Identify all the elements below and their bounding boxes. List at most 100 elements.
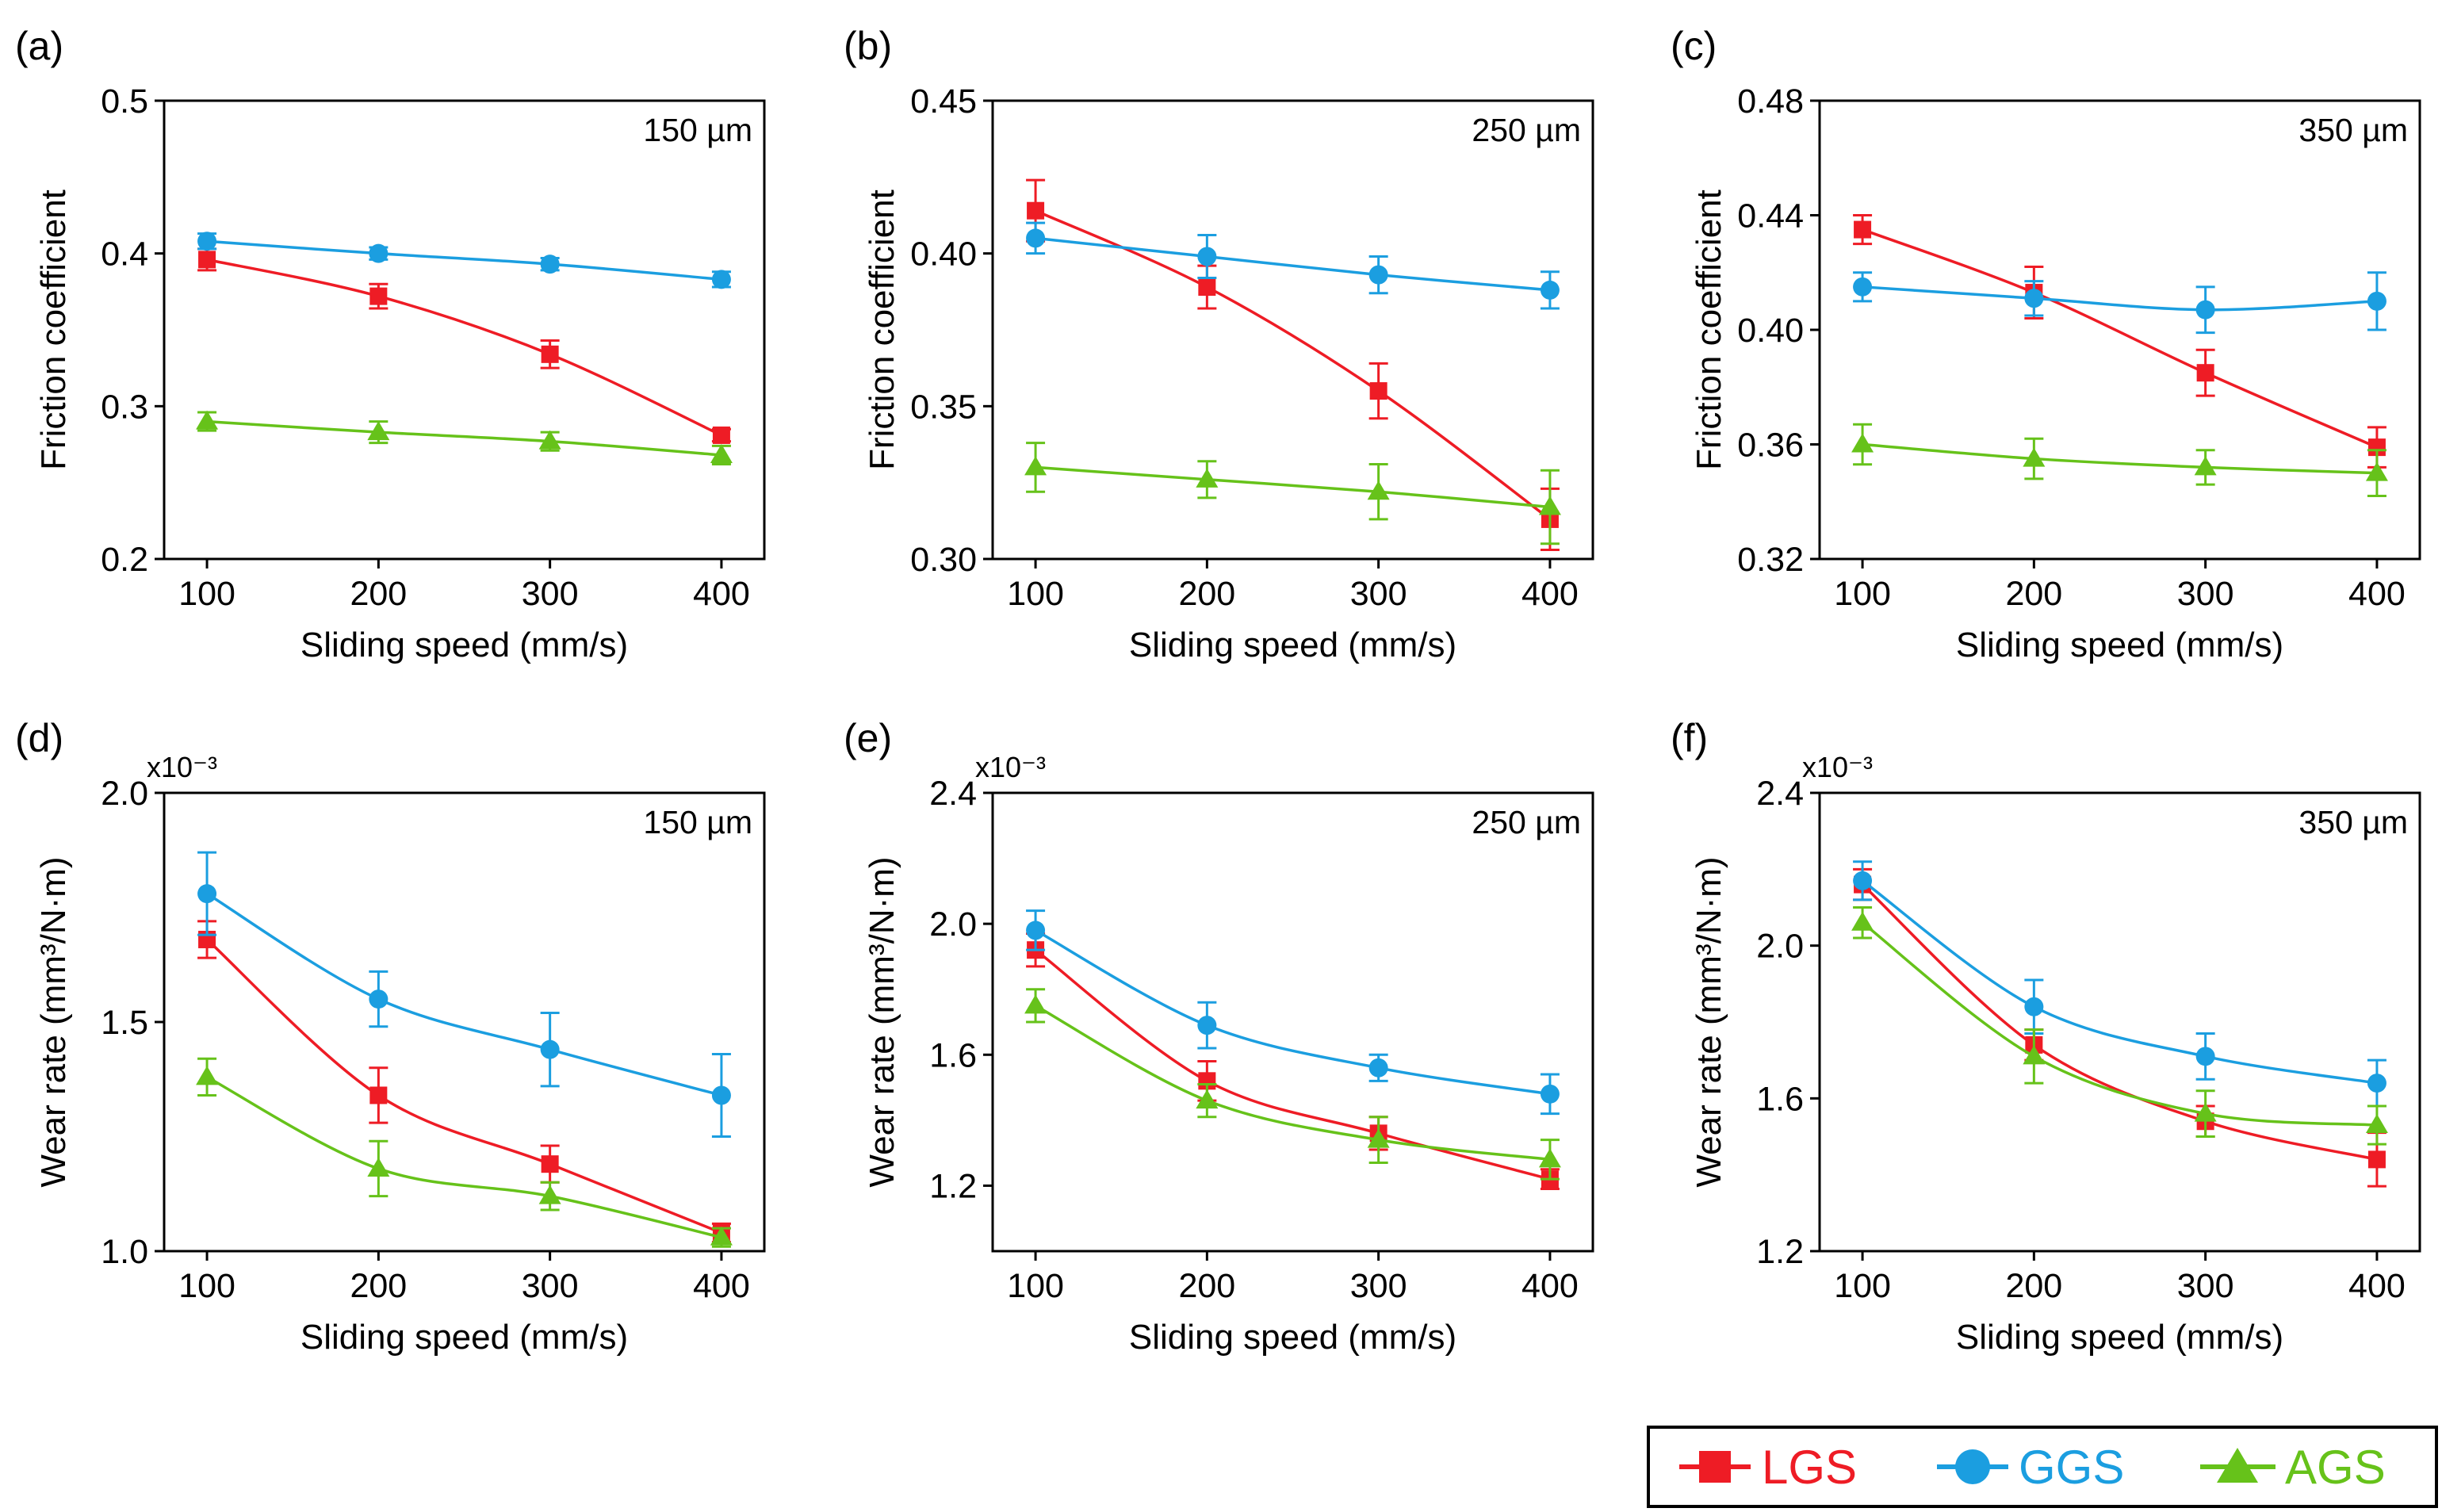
- series-line-ggs: [1862, 879, 2378, 1085]
- series-line-ggs: [206, 239, 722, 281]
- data-point: [1026, 228, 1046, 248]
- y-tick-label: 1.2: [929, 1167, 977, 1205]
- data-point: [710, 1226, 733, 1246]
- y-tick-label: 1.0: [101, 1233, 148, 1271]
- y-axis-title: Wear rate (mm³/N·m): [863, 856, 901, 1187]
- y-tick-label: 2.4: [929, 775, 977, 813]
- x-tick-label: 200: [1178, 575, 1235, 613]
- panel-label: (e): [844, 716, 892, 760]
- series-line-lgs: [206, 258, 722, 437]
- x-axis-title: Sliding speed (mm/s): [1956, 1318, 2283, 1357]
- y-axis-title: Friction coefficient: [863, 189, 901, 470]
- series-ags: [1851, 906, 2388, 1146]
- legend-ags-label: AGS: [2285, 1441, 2386, 1494]
- data-point: [2196, 364, 2214, 382]
- y-tick-label: 2.0: [1756, 928, 1804, 966]
- plot-frame: [1818, 99, 2421, 561]
- data-point: [196, 1066, 219, 1085]
- x-tick-label: 100: [178, 1267, 235, 1305]
- series-lgs: [1026, 178, 1560, 551]
- series-line-ggs: [1035, 928, 1551, 1096]
- plot-frame: [991, 99, 1594, 561]
- data-point: [2367, 1150, 2386, 1169]
- size-annotation: 350 µm: [2298, 804, 2408, 840]
- y-axis-title: Friction coefficient: [1690, 189, 1728, 470]
- data-point: [2365, 461, 2388, 481]
- size-annotation: 150 µm: [643, 804, 752, 840]
- y-tick-label: 0.2: [101, 541, 148, 579]
- data-point: [1026, 921, 1046, 940]
- series-ags: [196, 410, 733, 466]
- y-tick-label: 2.0: [101, 775, 148, 813]
- series-ags: [1024, 988, 1561, 1181]
- chart-panel-d: (d) 150 µm x10⁻³ 1.0 1.5 2.0 100 200 300 400 Slidi…: [15, 716, 766, 1357]
- data-point: [1368, 265, 1388, 285]
- data-point: [711, 270, 731, 289]
- data-point: [1196, 468, 1219, 488]
- series-lgs: [1853, 867, 2386, 1188]
- chart-panel-e: (e) 250 µm x10⁻³ 1.2 1.6 2.0 2.4 100 200 300 400 Sl…: [844, 716, 1594, 1357]
- y-tick-label: 0.4: [101, 235, 148, 274]
- x-tick-label: 300: [522, 1267, 579, 1305]
- legend-item-ggs: GGS: [1937, 1441, 2124, 1494]
- y-tick-label: 0.32: [1737, 541, 1804, 579]
- x-tick-label: 300: [1350, 1267, 1407, 1305]
- data-point: [1851, 433, 1874, 453]
- x-tick-label: 300: [2177, 1267, 2234, 1305]
- series-lgs: [1853, 214, 2386, 469]
- chart-panel-b: (b) 250 µm 0.30 0.35 0.40 0.45 100 200 300 400 Sli…: [844, 24, 1594, 664]
- series-line-lgs: [1861, 883, 2378, 1162]
- panel-label: (b): [844, 24, 892, 68]
- series-line-lgs: [1862, 228, 2378, 449]
- x-tick-label: 100: [1007, 1267, 1064, 1305]
- data-point: [2367, 291, 2386, 311]
- plot-frame: [163, 791, 766, 1253]
- data-point: [2024, 289, 2044, 308]
- data-point: [367, 421, 390, 441]
- chart-panel-c: (c) 350 µm 0.32 0.36 0.40 0.44 0.48 100 200 300 40…: [1671, 24, 2421, 664]
- data-point: [711, 1085, 731, 1105]
- y-tick-label: 1.6: [929, 1036, 977, 1074]
- data-point: [1851, 911, 1874, 931]
- y-tick-label: 0.40: [1737, 312, 1804, 350]
- data-point: [1853, 277, 1873, 297]
- legend-ggs-label: GGS: [2019, 1441, 2124, 1494]
- x-tick-label: 200: [2005, 1267, 2062, 1305]
- chart-panel-f: (f) 350 µm x10⁻³ 1.2 1.6 2.0 2.4 100 200 300 400 Sl…: [1671, 716, 2421, 1357]
- series-ggs: [1026, 909, 1560, 1116]
- legend: LGS GGS AGS: [1647, 1426, 2438, 1508]
- plot-frame: [163, 99, 766, 561]
- y-tick-label: 0.36: [1737, 427, 1804, 465]
- data-point: [541, 345, 559, 363]
- panel-label: (a): [15, 24, 63, 68]
- data-point: [2195, 300, 2215, 320]
- data-point: [2024, 997, 2044, 1016]
- legend-ggs-marker: [1955, 1449, 1990, 1484]
- x-tick-label: 100: [178, 575, 235, 613]
- series-ggs: [1026, 221, 1560, 310]
- y-multiplier: x10⁻³: [1802, 751, 1873, 783]
- x-tick-label: 200: [1178, 1267, 1235, 1305]
- data-point: [1027, 201, 1045, 220]
- x-axis-title: Sliding speed (mm/s): [1956, 626, 2283, 664]
- size-annotation: 150 µm: [643, 112, 752, 148]
- legend-item-lgs: LGS: [1679, 1441, 1857, 1494]
- y-multiplier: x10⁻³: [975, 751, 1046, 783]
- y-tick-label: 1.6: [1756, 1080, 1804, 1118]
- series-line-ggs: [1035, 236, 1551, 292]
- x-tick-label: 200: [350, 575, 407, 613]
- series-ags: [1851, 423, 2388, 498]
- y-tick-label: 0.48: [1737, 82, 1804, 121]
- x-tick-label: 400: [693, 1267, 750, 1305]
- x-tick-label: 400: [2348, 1267, 2406, 1305]
- series-line-ags: [1035, 465, 1551, 509]
- series-lgs: [1026, 932, 1560, 1191]
- data-point: [369, 989, 388, 1009]
- series-line-lgs: [1035, 948, 1551, 1181]
- data-point: [2194, 1102, 2217, 1122]
- chart-panels: (a) 150 µm 0.2 0.3 0.4 0.5 100 200 300 400 Sliding…: [15, 24, 2421, 1357]
- plot-frame: [1818, 791, 2421, 1253]
- data-point: [2367, 438, 2386, 457]
- panel-label: (c): [1671, 24, 1717, 68]
- series-line-ggs: [206, 892, 722, 1097]
